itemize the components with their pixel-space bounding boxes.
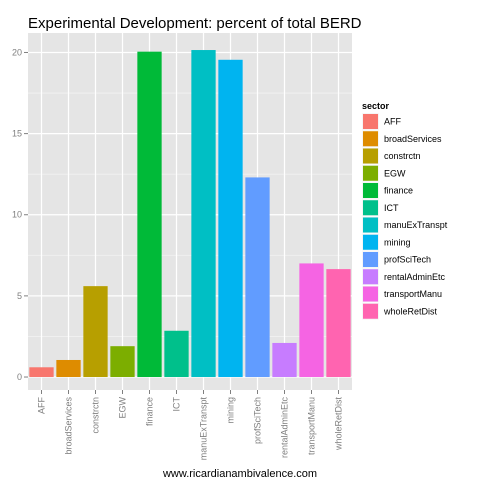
legend-swatch xyxy=(363,200,378,216)
plot-panel xyxy=(28,33,352,390)
legend-swatch xyxy=(363,183,378,198)
legend-item: ICT xyxy=(361,199,399,217)
grid-minor xyxy=(28,92,352,337)
legend-label: broadServices xyxy=(384,134,442,144)
x-tick-label: mining xyxy=(226,397,236,424)
y-tick-label: 20 xyxy=(12,47,22,57)
legend-label: ICT xyxy=(384,203,399,213)
bar-EGW xyxy=(110,346,135,378)
legend-item: wholeRetDist xyxy=(361,302,438,320)
y-axis: 0 5 10 15 20 xyxy=(12,47,28,382)
bar-constrctn xyxy=(83,286,108,378)
legend-label: profSciTech xyxy=(384,255,431,265)
legend-label: transportManu xyxy=(384,289,442,299)
legend-label: constrctn xyxy=(384,151,421,161)
y-tick-label: 0 xyxy=(17,372,22,382)
bar-ICT xyxy=(164,330,189,378)
bar-mining xyxy=(218,59,243,378)
bar-broadServices xyxy=(56,359,81,378)
legend-item: transportManu xyxy=(361,285,442,303)
legend-swatch xyxy=(363,252,378,267)
x-tick-label: finance xyxy=(145,397,155,426)
bars xyxy=(29,50,351,378)
x-tick-label: AFF xyxy=(37,396,47,414)
legend-label: rentalAdminEtc xyxy=(384,272,446,282)
legend-label: manuExTranspt xyxy=(384,220,448,230)
x-tick-label: transportManu xyxy=(307,397,317,455)
x-tick-label: ICT xyxy=(172,397,182,412)
y-tick-label: 5 xyxy=(17,291,22,301)
legend-swatch xyxy=(363,286,378,302)
legend-item: EGW xyxy=(361,164,406,182)
legend-item: constrctn xyxy=(361,147,421,165)
x-tick-label: constrctn xyxy=(91,397,101,434)
x-tick-label: wholeRetDist xyxy=(334,397,344,452)
caption: www.ricardianambivalence.com xyxy=(162,468,317,480)
x-axis: AFF broadServices constrctn EGW finance ICT ma… xyxy=(37,390,344,460)
bar-wholeRetDist xyxy=(326,269,351,378)
legend-items: AFF broadServices constrctn EGW finance ICT ma… xyxy=(361,112,448,320)
bar-transportManu xyxy=(299,263,324,378)
bar-AFF xyxy=(29,367,54,378)
legend-swatch xyxy=(363,217,378,233)
legend-label: AFF xyxy=(384,117,402,127)
x-tick-label: profSciTech xyxy=(253,397,263,444)
legend-label: EGW xyxy=(384,168,406,178)
legend: sector AFF broadServices constrctn EGW finan… xyxy=(361,101,448,320)
x-tick-label: EGW xyxy=(118,396,128,418)
legend-item: mining xyxy=(361,233,411,251)
legend-item: profSciTech xyxy=(361,250,431,269)
y-tick-label: 10 xyxy=(12,210,22,220)
legend-item: broadServices xyxy=(361,130,442,148)
legend-swatch xyxy=(363,303,378,319)
legend-label: wholeRetDist xyxy=(383,306,438,316)
legend-swatch xyxy=(363,165,378,181)
legend-title: sector xyxy=(362,101,390,111)
bar-profSciTech xyxy=(245,177,270,378)
legend-item: AFF xyxy=(361,112,402,131)
x-tick-label: broadServices xyxy=(64,397,74,455)
y-tick-label: 15 xyxy=(12,129,22,139)
legend-swatch xyxy=(363,114,378,129)
legend-label: finance xyxy=(384,186,413,196)
chart-title: Experimental Development: percent of tot… xyxy=(28,15,362,32)
legend-item: finance xyxy=(361,181,413,200)
bar-manuExTranspt xyxy=(191,50,216,378)
x-tick-label: manuExTranspt xyxy=(199,397,209,461)
legend-swatch xyxy=(363,148,378,164)
legend-swatch xyxy=(363,234,378,250)
bar-rentalAdminEtc xyxy=(272,342,297,378)
bar-finance xyxy=(137,51,162,378)
legend-swatch xyxy=(363,269,378,285)
legend-label: mining xyxy=(384,237,411,247)
x-tick-label: rentalAdminEtc xyxy=(280,397,290,459)
legend-swatch xyxy=(363,131,378,147)
legend-item: manuExTranspt xyxy=(361,216,448,234)
legend-item: rentalAdminEtc xyxy=(361,268,446,286)
